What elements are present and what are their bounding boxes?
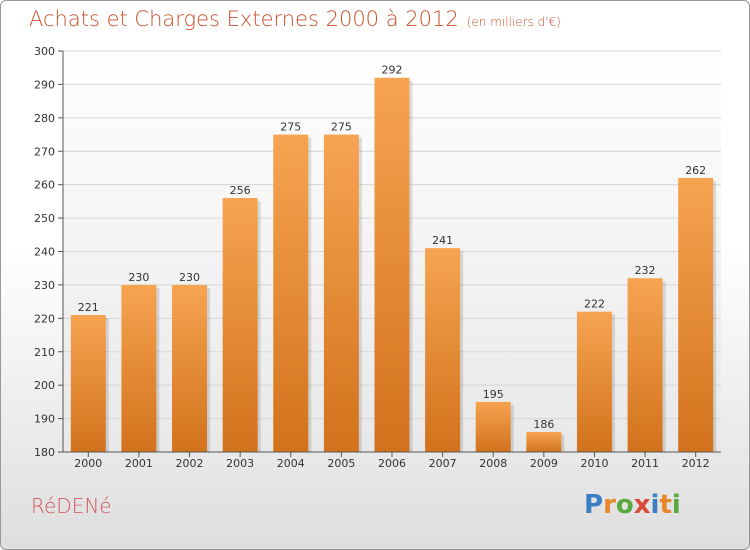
bar: [425, 248, 461, 452]
bar-value-label: 186: [533, 418, 554, 431]
bar: [222, 198, 258, 452]
chart-title: Achats et Charges Externes 2000 à 2012 (e…: [29, 7, 561, 31]
x-tick-label: 2004: [277, 457, 305, 470]
x-tick-label: 2007: [429, 457, 457, 470]
x-tick-label: 2006: [378, 457, 406, 470]
y-tick-label: 240: [34, 246, 55, 259]
bar-value-label: 230: [179, 271, 200, 284]
bar: [273, 134, 309, 452]
y-tick-label: 180: [34, 446, 55, 459]
chart-subtitle: (en milliers d'€): [466, 15, 561, 29]
bar-value-label: 275: [280, 121, 301, 134]
proxiti-logo: Proxiti: [584, 490, 681, 520]
bar-value-label: 232: [635, 264, 656, 277]
bar: [526, 431, 562, 452]
y-tick-label: 280: [34, 112, 55, 125]
y-tick-label: 200: [34, 379, 55, 392]
bar: [70, 314, 106, 452]
bar-value-label: 222: [584, 298, 605, 311]
logo-letter: i: [671, 490, 681, 520]
x-tick-label: 2002: [176, 457, 204, 470]
commune-name: RéDENé: [31, 494, 112, 518]
bar: [172, 284, 208, 452]
bar: [678, 177, 714, 452]
x-tick-label: 2009: [530, 457, 558, 470]
y-tick-label: 290: [34, 78, 55, 91]
x-tick-label: 2003: [226, 457, 254, 470]
bar: [323, 134, 359, 452]
bar-layer: 221 230 230 256 275 275 292 241 195 186 222 232 262: [70, 64, 717, 452]
bar-value-label: 230: [128, 271, 149, 284]
x-tick-label: 2011: [631, 457, 659, 470]
logo-letter: r: [603, 490, 616, 520]
bar: [121, 284, 157, 452]
bar: [374, 77, 410, 452]
y-tick-label: 230: [34, 279, 55, 292]
y-tick-label: 210: [34, 346, 55, 359]
bar-value-label: 221: [78, 301, 99, 314]
x-tick-label: 2008: [479, 457, 507, 470]
logo-letter: x: [633, 490, 651, 520]
x-tick-label: 2000: [74, 457, 102, 470]
chart-title-text: Achats et Charges Externes 2000 à 2012: [29, 7, 459, 31]
bar-value-label: 262: [685, 164, 706, 177]
x-tick-label: 2010: [580, 457, 608, 470]
y-tick-label: 190: [34, 413, 55, 426]
bar-value-label: 195: [483, 388, 504, 401]
bar: [475, 401, 511, 452]
bar-value-label: 275: [331, 121, 352, 134]
logo-letter: P: [584, 490, 604, 520]
logo-letter: o: [615, 490, 634, 520]
bar-value-label: 292: [382, 64, 403, 77]
logo-letter: t: [659, 490, 672, 520]
bar: [576, 311, 612, 452]
y-tick-label: 270: [34, 145, 55, 158]
y-tick-label: 250: [34, 212, 55, 225]
logo-letter: i: [650, 490, 660, 520]
y-tick-label: 300: [34, 45, 55, 58]
bar-value-label: 241: [432, 234, 453, 247]
bar-value-label: 256: [230, 184, 251, 197]
y-tick-label: 220: [34, 312, 55, 325]
x-tick-label: 2012: [682, 457, 710, 470]
y-tick-label: 260: [34, 179, 55, 192]
axis-layer: 180 190 200 210 220 230 240 250 260 270 280 290 300 2…: [34, 45, 721, 470]
bar: [627, 278, 663, 452]
x-tick-label: 2005: [327, 457, 355, 470]
x-tick-label: 2001: [125, 457, 153, 470]
